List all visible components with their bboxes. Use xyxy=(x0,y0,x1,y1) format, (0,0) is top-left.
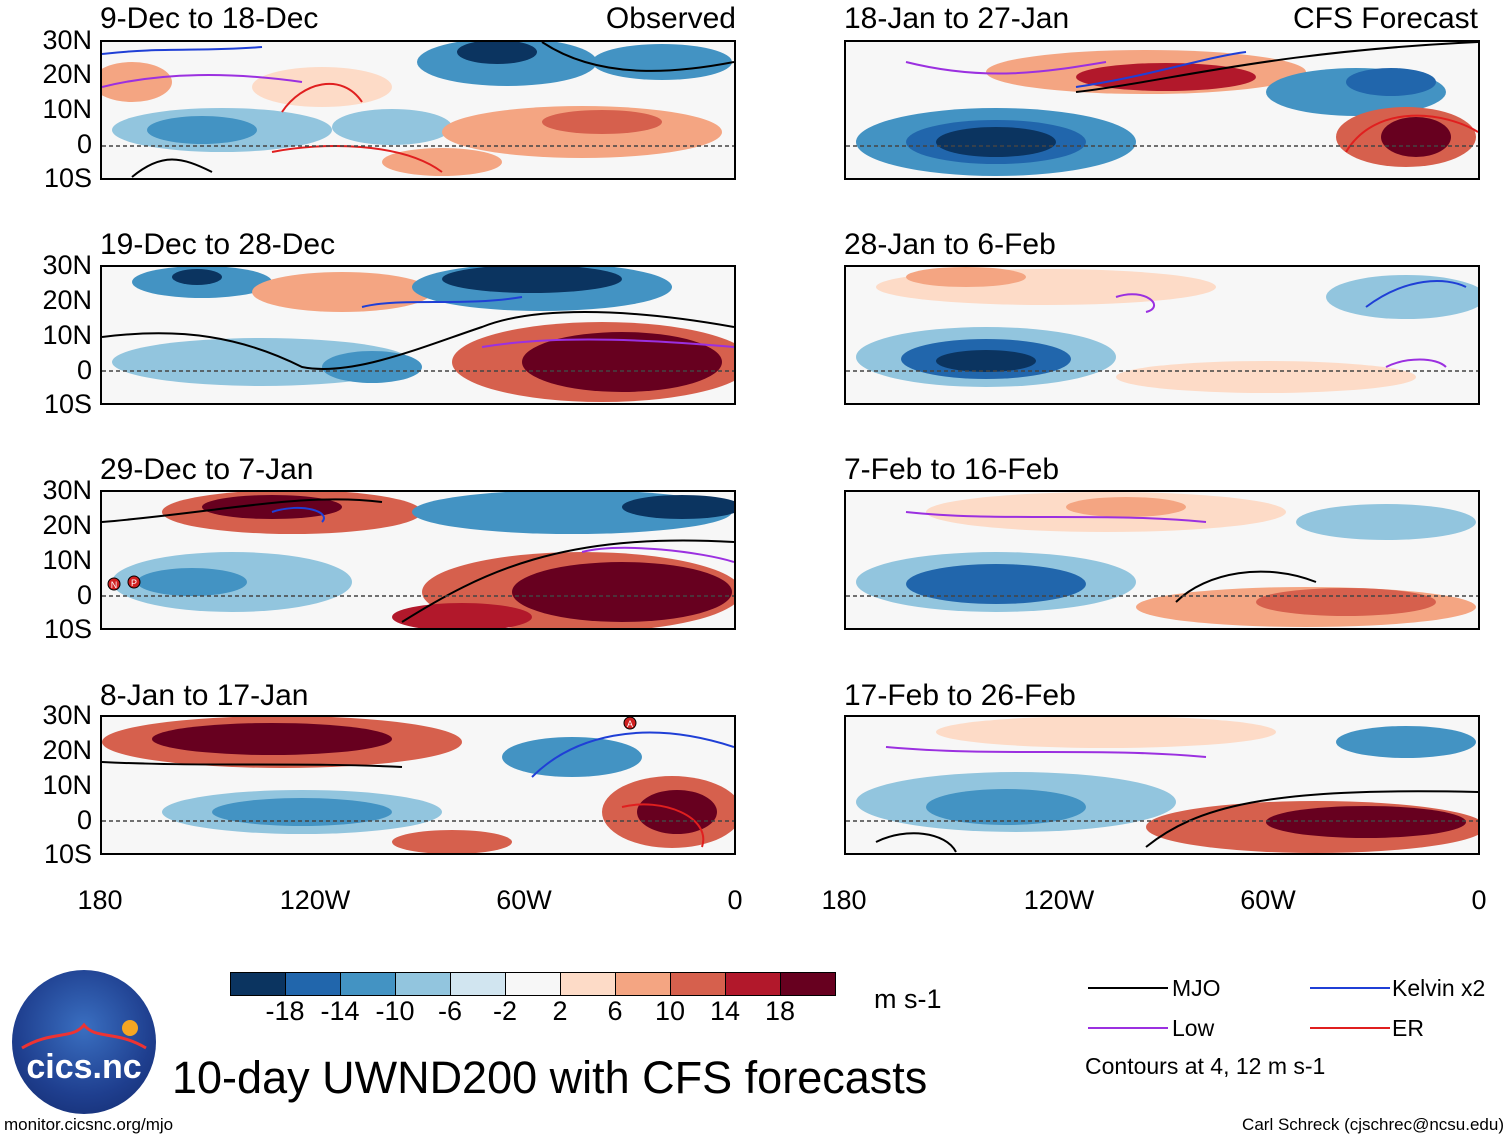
legend-label-kelvin: Kelvin x2 xyxy=(1392,975,1486,1001)
wind-anomaly-field xyxy=(846,267,1478,403)
lon-label: 180 xyxy=(77,885,123,915)
lat-label: 20N xyxy=(42,510,92,540)
wind-anomaly-field xyxy=(846,717,1478,853)
wind-anomaly-field xyxy=(102,267,734,403)
legend-line-low xyxy=(1088,1027,1168,1029)
panel-title-3: 19-Dec to 28-Dec xyxy=(100,228,336,261)
wind-anomaly-field: N P xyxy=(102,492,734,628)
colorbar-tick-label: -6 xyxy=(437,996,462,1026)
legend-line-er xyxy=(1310,1027,1390,1029)
lon-label: 180 xyxy=(821,885,867,915)
map-panel-observed-2 xyxy=(100,265,736,405)
map-panel-observed-3: N P xyxy=(100,490,736,630)
colorbar-swatch xyxy=(230,972,286,996)
wind-anomaly-field: A xyxy=(102,717,734,853)
map-panel-observed-1 xyxy=(100,40,736,180)
lat-label: 10N xyxy=(42,545,92,575)
lat-label: 30N xyxy=(42,250,92,280)
lat-label: 20N xyxy=(42,285,92,315)
colorbar-tick-label: -18 xyxy=(265,996,305,1026)
panel-tag-observed: Observed xyxy=(605,2,736,35)
colorbar-tick-label: 2 xyxy=(552,996,568,1026)
lat-label: 20N xyxy=(42,735,92,765)
lat-label: 30N xyxy=(42,475,92,505)
map-panel-observed-4: A xyxy=(100,715,736,855)
lat-label: 10S xyxy=(43,163,92,193)
lon-label: 60W xyxy=(496,885,552,915)
colorbar-swatch xyxy=(615,972,671,996)
lon-label: 0 xyxy=(727,885,743,915)
colorbar-tick-label: 18 xyxy=(764,996,796,1026)
lat-label: 0 xyxy=(76,355,92,385)
panel-title-6: 7-Feb to 16-Feb xyxy=(844,453,1060,486)
storm-marker-icon xyxy=(107,577,121,591)
map-panel-forecast-4 xyxy=(844,715,1480,855)
footer-url[interactable]: monitor.cicsnc.org/mjo xyxy=(4,1115,174,1134)
colorbar-tick-label: -10 xyxy=(375,996,415,1026)
colorbar-tick-label: 6 xyxy=(607,996,623,1026)
wind-anomaly-field xyxy=(846,492,1478,628)
lon-label: 60W xyxy=(1240,885,1296,915)
logo-text: cics.nc xyxy=(26,1048,142,1086)
colorbar-tick-label: -14 xyxy=(320,996,360,1026)
lat-label: 30N xyxy=(42,25,92,55)
footer-credit: Carl Schreck (cjschrec@ncsu.edu) xyxy=(1242,1115,1504,1134)
legend-line-kelvin xyxy=(1310,987,1390,989)
figure-title: 10-day UWND200 with CFS forecasts xyxy=(172,1052,928,1103)
panel-title-7: 8-Jan to 17-Jan xyxy=(100,679,309,712)
lat-label: 20N xyxy=(42,59,92,89)
storm-marker-label: A xyxy=(627,719,633,729)
storm-marker-icon xyxy=(127,575,141,589)
colorbar-swatch xyxy=(450,972,506,996)
logo-graphic-icon xyxy=(21,1020,147,1050)
panel-title-1: 9-Dec to 18-Dec xyxy=(100,2,319,35)
colorbar-swatch xyxy=(560,972,616,996)
panel-title-2: 18-Jan to 27-Jan xyxy=(844,2,1070,35)
panel-title-4: 28-Jan to 6-Feb xyxy=(844,228,1056,261)
map-panel-forecast-3 xyxy=(844,490,1480,630)
legend-note: Contours at 4, 12 m s-1 xyxy=(1085,1053,1326,1079)
legend-label-low: Low xyxy=(1172,1015,1215,1041)
panel-tag-cfs-forecast: CFS Forecast xyxy=(1292,2,1478,35)
panel-title-8: 17-Feb to 26-Feb xyxy=(844,679,1076,712)
legend-label-er: ER xyxy=(1392,1015,1424,1041)
legend-line-mjo xyxy=(1088,987,1168,989)
storm-marker-label: P xyxy=(131,578,137,588)
colorbar-tick-label: 14 xyxy=(709,996,741,1026)
lat-label: 10S xyxy=(43,614,92,644)
colorbar-swatch xyxy=(340,972,396,996)
colorbar-swatch xyxy=(395,972,451,996)
lat-label: 30N xyxy=(42,700,92,730)
colorbar-swatch xyxy=(670,972,726,996)
storm-marker-label: N xyxy=(111,580,118,590)
cics-logo: cics.nc xyxy=(12,970,156,1114)
panel-title-5: 29-Dec to 7-Jan xyxy=(100,453,314,486)
lat-label: 0 xyxy=(76,129,92,159)
lat-label: 10N xyxy=(42,94,92,124)
colorbar-units: m s-1 xyxy=(874,984,942,1014)
lon-label: 120W xyxy=(279,885,351,915)
colorbar-tick-label: 10 xyxy=(654,996,686,1026)
lat-label: 10N xyxy=(42,770,92,800)
lat-label: 10N xyxy=(42,320,92,350)
lat-label: 0 xyxy=(76,580,92,610)
lon-label: 0 xyxy=(1471,885,1487,915)
lat-label: 10S xyxy=(43,389,92,419)
colorbar-swatch xyxy=(725,972,781,996)
map-panel-forecast-1 xyxy=(844,40,1480,180)
storm-marker-icon xyxy=(623,717,637,730)
lat-label: 10S xyxy=(43,839,92,869)
colorbar-swatch xyxy=(780,972,836,996)
colorbar-swatch xyxy=(285,972,341,996)
colorbar-swatch xyxy=(505,972,561,996)
map-panel-forecast-2 xyxy=(844,265,1480,405)
colorbar-tick-label: -2 xyxy=(492,996,517,1026)
lon-label: 120W xyxy=(1023,885,1095,915)
wind-anomaly-field xyxy=(102,42,734,178)
wind-anomaly-field xyxy=(846,42,1478,178)
legend-label-mjo: MJO xyxy=(1172,975,1221,1001)
lat-label: 0 xyxy=(76,805,92,835)
